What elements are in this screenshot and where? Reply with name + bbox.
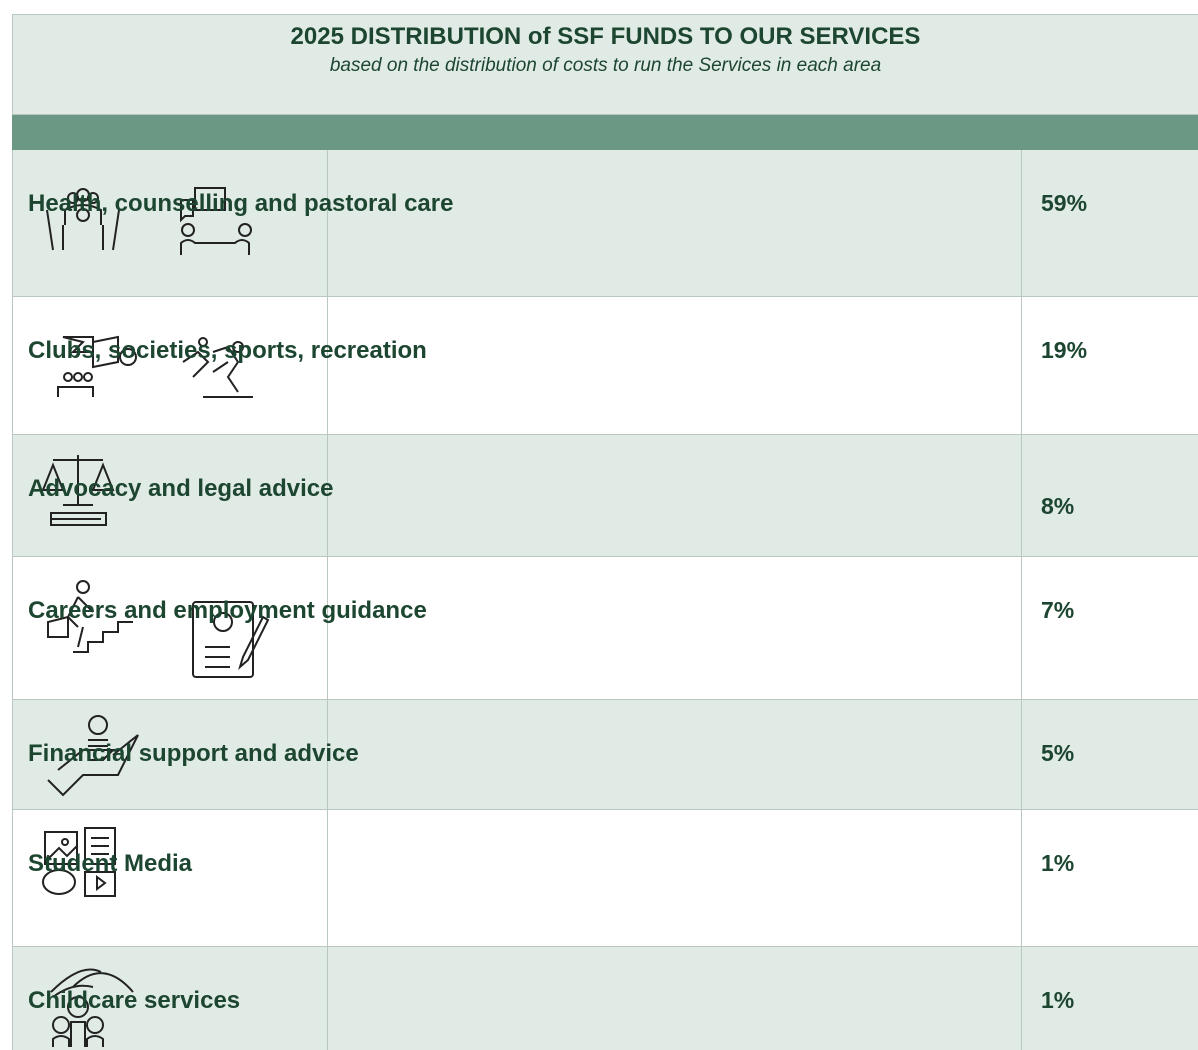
icon	[47, 715, 139, 797]
service-label: Careers and employment guidance	[28, 597, 427, 624]
label-cell	[328, 810, 1022, 946]
icon	[57, 335, 253, 398]
subtitle: based on the distribution of costs to ru…	[329, 55, 882, 76]
header: 2025 DISTRIBUTION of SSF FUNDS TO OUR SE…	[12, 14, 1198, 115]
service-share: 1%	[1041, 987, 1075, 1013]
icon-cell	[13, 947, 328, 1050]
table-row: Health, counselling and pastoral care 59%	[12, 150, 1198, 297]
service-label: Financial support and advice	[28, 740, 359, 767]
service-share: 8%	[1041, 493, 1075, 519]
service-label: Clubs, societies, sports, recreation	[28, 337, 427, 364]
label-cell	[328, 947, 1022, 1050]
icon-cell	[13, 150, 328, 296]
icon-cell	[13, 700, 328, 809]
table-row: Advocacy and legal advice 8%	[12, 435, 1198, 557]
label-cell	[328, 700, 1022, 809]
icon	[47, 580, 270, 678]
service-label: Advocacy and legal advice	[28, 475, 334, 502]
label-cell	[328, 150, 1022, 296]
service-share: 59%	[1041, 190, 1088, 216]
icon-cell	[13, 435, 328, 556]
label-cell	[328, 557, 1022, 699]
icon	[41, 455, 115, 526]
header-bar	[12, 115, 1198, 151]
service-share: 1%	[1041, 850, 1075, 876]
service-share: 19%	[1041, 337, 1088, 363]
table-row: Childcare services 1%	[12, 947, 1198, 1050]
label-cell	[328, 297, 1022, 434]
title: 2025 DISTRIBUTION of SSF FUNDS TO OUR SE…	[290, 23, 921, 50]
icon-cell	[13, 297, 328, 434]
service-share: 7%	[1041, 597, 1075, 623]
service-label: Student Media	[28, 850, 193, 877]
service-share: 5%	[1041, 740, 1075, 766]
icon	[50, 968, 134, 1047]
icon	[46, 187, 252, 255]
icon-cell	[13, 557, 328, 699]
service-label: Childcare services	[28, 987, 241, 1014]
icon-cell	[13, 810, 328, 946]
icon	[42, 827, 116, 897]
label-cell	[328, 435, 1022, 556]
table-row: Student Media 1%	[12, 810, 1198, 947]
table-row: Careers and employment guidance 7%	[12, 557, 1198, 700]
table-row: Financial support and advice 5%	[12, 700, 1198, 810]
table-row: Clubs, societies, sports, recreation 19%	[12, 297, 1198, 435]
service-label: Health, counselling and pastoral care	[28, 190, 454, 217]
